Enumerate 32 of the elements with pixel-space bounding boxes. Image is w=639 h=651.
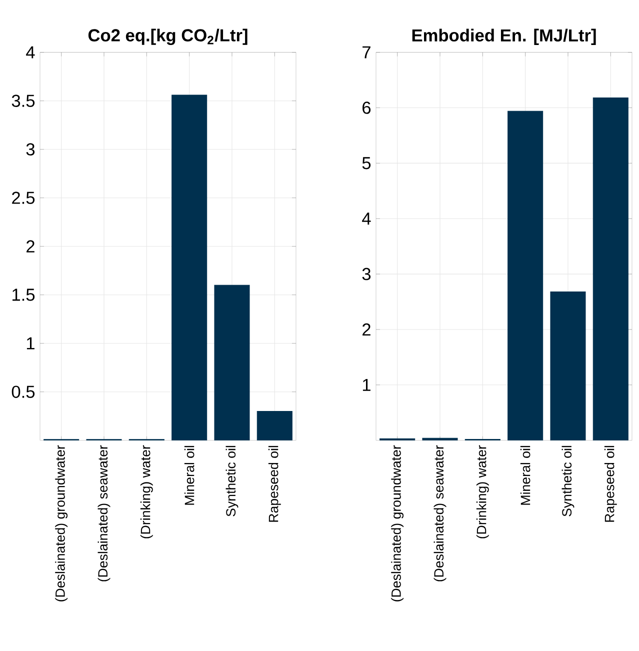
y-tick-label: 2 [362,323,370,336]
x-tick-label: (Drinking) water [140,445,153,538]
y-tick-label: 1 [362,378,370,391]
x-tick-label: Synthetic oil [226,446,238,516]
x-tick-label: Mineral oil [520,446,530,505]
y-tick-label: 4 [26,46,35,58]
x-tick-label: (Deslainated) seawater [98,445,110,582]
x-tick-label: (Deslainated) groundwater [55,445,68,602]
y-tick-label: 3.5 [12,94,35,107]
bar [256,410,292,440]
y-tick-label: 5 [362,157,371,170]
x-tick-label: Mineral oil [184,446,194,505]
bar [214,284,250,440]
x-tick-label: (Deslainated) seawater [434,445,446,582]
y-tick-label: 2.5 [12,192,35,204]
y-tick-label: 3 [362,268,371,280]
y-tick-label: 4 [362,212,371,225]
y-tick-label: 1 [26,337,34,350]
x-tick-label: Rapeseed oil [268,446,281,522]
y-tick-label: 0.5 [12,386,35,398]
y-tick-label: 3 [26,143,35,156]
chart-title: Co2 eq.[kg CO$_{2}$/Ltr] [88,28,248,45]
bar [172,94,208,440]
x-tick-label: (Deslainated) groundwater [391,445,404,602]
y-tick-label: 7 [362,46,370,58]
x-tick-label: (Drinking) water [476,445,489,538]
y-tick-label: 6 [362,102,371,114]
chart-title: Embodied En. [MJ/Ltr] [412,28,596,45]
x-tick-label: Synthetic oil [562,446,574,516]
x-tick-label: Rapeseed oil [604,446,617,522]
y-tick-label: 2 [26,240,34,252]
y-tick-label: 1.5 [12,288,35,301]
